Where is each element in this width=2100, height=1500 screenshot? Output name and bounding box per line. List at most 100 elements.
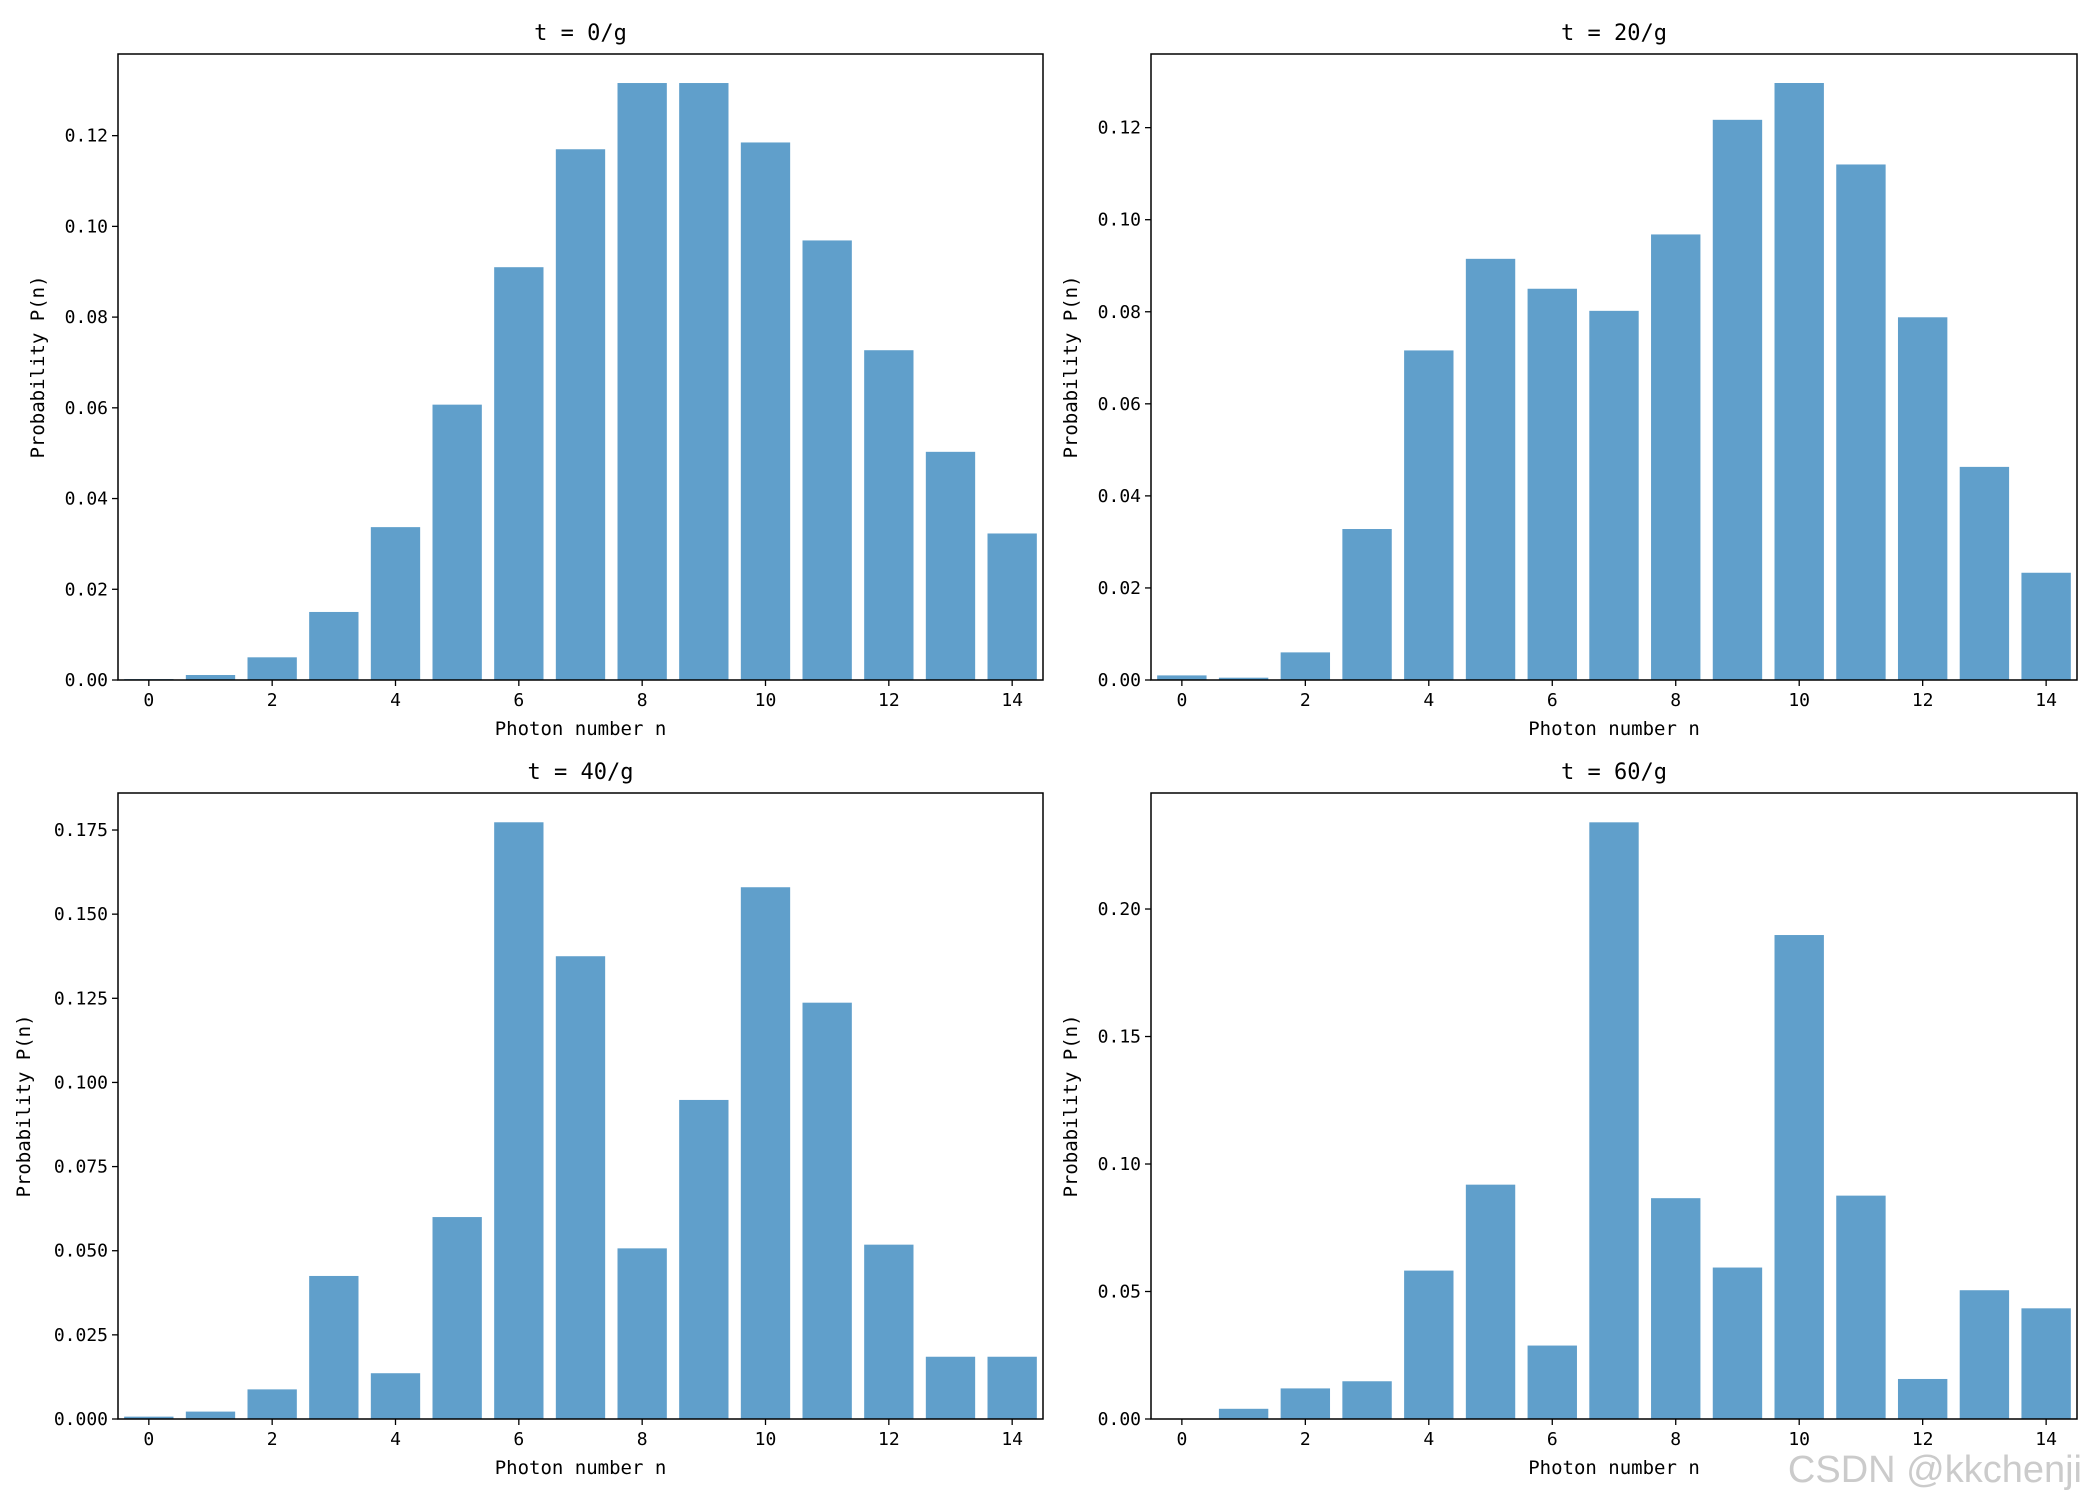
x-tick-label: 12 [1912, 1429, 1934, 1450]
x-tick-label: 10 [1788, 1429, 1810, 1450]
y-tick-label: 0.10 [1098, 1154, 1141, 1175]
x-tick-label: 14 [2035, 1429, 2057, 1450]
bar-n10 [740, 887, 791, 1419]
bar-n1 [185, 675, 236, 680]
bar-n7 [1589, 310, 1639, 680]
axes-frame [117, 53, 1044, 681]
bar-n12 [1897, 1378, 1948, 1419]
bar-n4 [1404, 1270, 1454, 1419]
bar-n3 [309, 611, 359, 680]
bar-n13 [925, 1356, 976, 1419]
bar-n2 [1280, 1388, 1331, 1419]
bar-n10 [1774, 935, 1824, 1419]
bar-n9 [1712, 119, 1763, 680]
y-tick-label: 0.04 [1098, 486, 1141, 507]
y-tick-label: 0.125 [54, 988, 108, 1009]
y-tick-label: 0.20 [1098, 899, 1141, 920]
x-tick-label: 6 [1547, 1429, 1558, 1450]
x-tick-label: 6 [513, 1429, 524, 1450]
chart-panel-2: 0 2 4 6 8 10 12 14 0.00 0.02 0.04 0.06 0.08 0.10 0.12 t… [1060, 21, 2078, 740]
x-axis-label: Photon number n [495, 718, 667, 740]
x-tick-label: 14 [1001, 1429, 1023, 1450]
x-tick-label: 8 [637, 690, 648, 711]
y-tick-label: 0.050 [54, 1241, 108, 1262]
x-tick-label: 6 [1547, 690, 1558, 711]
x-tick-label: 4 [1423, 1429, 1434, 1450]
bar-n10 [740, 142, 791, 680]
bar-n4 [1404, 350, 1454, 680]
y-tick-label: 0.00 [65, 670, 108, 691]
bar-n5 [432, 404, 482, 680]
x-tick-label: 12 [1912, 690, 1934, 711]
y-tick-label: 0.05 [1098, 1282, 1141, 1303]
bar-n1 [1218, 1408, 1269, 1419]
y-tick-label: 0.04 [65, 489, 108, 510]
x-tick-label: 4 [1423, 690, 1434, 711]
x-tick-label: 6 [513, 690, 524, 711]
bar-n13 [925, 451, 976, 680]
bar-n8 [617, 1248, 667, 1419]
bar-n14 [987, 1356, 1037, 1419]
y-tick-label: 0.000 [54, 1409, 108, 1430]
bar-n5 [1465, 1184, 1516, 1419]
bar-n11 [802, 1002, 852, 1419]
y-tick-label: 0.15 [1098, 1027, 1141, 1048]
y-tick-label: 0.02 [65, 579, 108, 600]
y-tick-label: 0.025 [54, 1325, 108, 1346]
x-tick-label: 12 [878, 1429, 900, 1450]
y-tick-label: 0.150 [54, 904, 108, 925]
bar-n8 [1651, 1198, 1701, 1419]
x-tick-label: 10 [755, 1429, 777, 1450]
bar-n6 [1527, 288, 1577, 680]
y-axis-label: Probability P(n) [1060, 1014, 1082, 1197]
y-tick-label: 0.12 [65, 126, 108, 147]
x-tick-label: 4 [390, 690, 401, 711]
x-tick-label: 8 [1670, 1429, 1681, 1450]
chart-panel-1: 0 2 4 6 8 10 12 14 0.00 0.02 0.04 0.06 0.08 0.10 0.12 t… [27, 21, 1044, 740]
y-axis-label: Probability P(n) [27, 275, 49, 458]
axes-frame [1150, 53, 2078, 681]
bar-n13 [1959, 1290, 2010, 1419]
watermark: CSDN @kkchenji [1787, 1449, 2082, 1491]
bar-n14 [987, 533, 1037, 680]
chart-title: t = 60/g [1561, 760, 1667, 785]
y-axis-label: Probability P(n) [13, 1014, 35, 1197]
bar-n11 [802, 240, 852, 680]
bar-n14 [2021, 572, 2071, 680]
x-axis-label: Photon number n [495, 1457, 667, 1479]
y-tick-label: 0.08 [1098, 302, 1141, 323]
chart-panel-4: 0 2 4 6 8 10 12 14 0.00 0.05 0.10 0.15 0.20 t = 60/g P… [1060, 760, 2078, 1479]
x-tick-label: 2 [1300, 690, 1311, 711]
x-tick-label: 0 [143, 1429, 154, 1450]
bar-n12 [1897, 317, 1948, 680]
x-tick-label: 14 [1001, 690, 1023, 711]
bar-n4 [370, 527, 421, 680]
bar-n12 [864, 1244, 914, 1419]
y-tick-label: 0.06 [1098, 394, 1141, 415]
bar-n7 [555, 956, 606, 1419]
x-tick-label: 2 [267, 1429, 278, 1450]
y-tick-label: 0.08 [65, 307, 108, 328]
bar-n6 [494, 267, 544, 680]
x-tick-label: 10 [1788, 690, 1810, 711]
bar-n9 [679, 83, 729, 680]
x-tick-label: 8 [1670, 690, 1681, 711]
bar-n0 [1157, 675, 1207, 680]
bar-n2 [247, 657, 297, 680]
bar-n4 [370, 1373, 421, 1419]
x-tick-label: 0 [143, 690, 154, 711]
bar-n7 [555, 149, 606, 680]
x-tick-label: 0 [1176, 690, 1187, 711]
bar-n14 [2021, 1308, 2071, 1419]
bar-n8 [1651, 234, 1701, 680]
bar-n9 [679, 1099, 729, 1419]
x-tick-label: 4 [390, 1429, 401, 1450]
bar-n3 [309, 1275, 359, 1419]
bar-n11 [1836, 164, 1886, 681]
chart-title: t = 0/g [534, 21, 627, 46]
bar-n1 [1218, 677, 1269, 680]
bar-n5 [1465, 258, 1516, 680]
x-tick-label: 2 [1300, 1429, 1311, 1450]
y-tick-label: 0.02 [1098, 578, 1141, 599]
